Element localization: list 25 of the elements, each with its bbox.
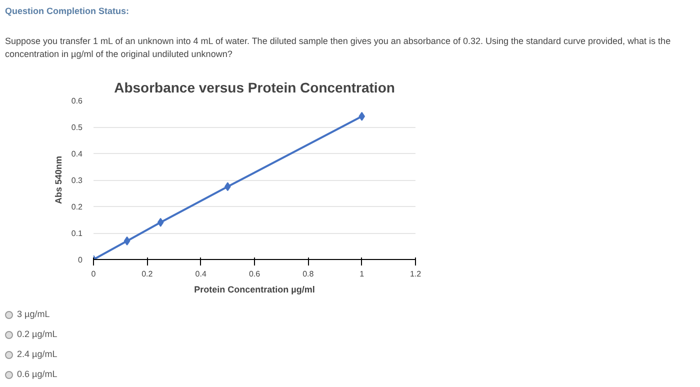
x-tick-label: 1.2 xyxy=(410,270,422,278)
text: 0.6 µg/mL xyxy=(17,369,58,379)
y-tick-label: 0.1 xyxy=(71,229,84,238)
text: 3 µg/mL xyxy=(17,309,50,319)
text: 0.2 µg/mL xyxy=(17,329,58,339)
text: Suppose you transfer 1 mL of an unknown into 4 mL of water. The diluted sample then gives you an absorbance of 0.32. Using the standard curve provided, what is the concentration in µg/ml of the original undiluted unknown? xyxy=(5,35,672,61)
y-tick-label: 0.3 xyxy=(71,176,84,185)
y-tick-label: 0.6 xyxy=(71,96,84,106)
x-tick-label: 0.6 xyxy=(248,270,261,278)
y-tick-label: 0.5 xyxy=(71,123,84,132)
text: Question Completion Status: xyxy=(5,5,130,18)
x-tick-label: 0.8 xyxy=(302,270,314,278)
chart-title: Absorbance versus Protein Concentration xyxy=(114,80,395,96)
y-axis-title: Abs 540nm xyxy=(53,156,64,204)
x-tick-label: 0.4 xyxy=(195,270,207,278)
y-tick-label: 0.4 xyxy=(71,150,84,158)
text: 2.4 µg/mL xyxy=(17,349,58,359)
point xyxy=(157,218,164,227)
x-axis-title: Protein Concentration µg/ml xyxy=(194,284,315,294)
y-tick-label: 0.2 xyxy=(71,202,84,212)
point xyxy=(124,236,130,246)
x-tick-label: 0 xyxy=(91,270,96,278)
x-tick-label: 0.2 xyxy=(142,270,154,278)
x-tick-label: 1 xyxy=(360,270,365,278)
y-tick-label: 0 xyxy=(78,256,84,264)
